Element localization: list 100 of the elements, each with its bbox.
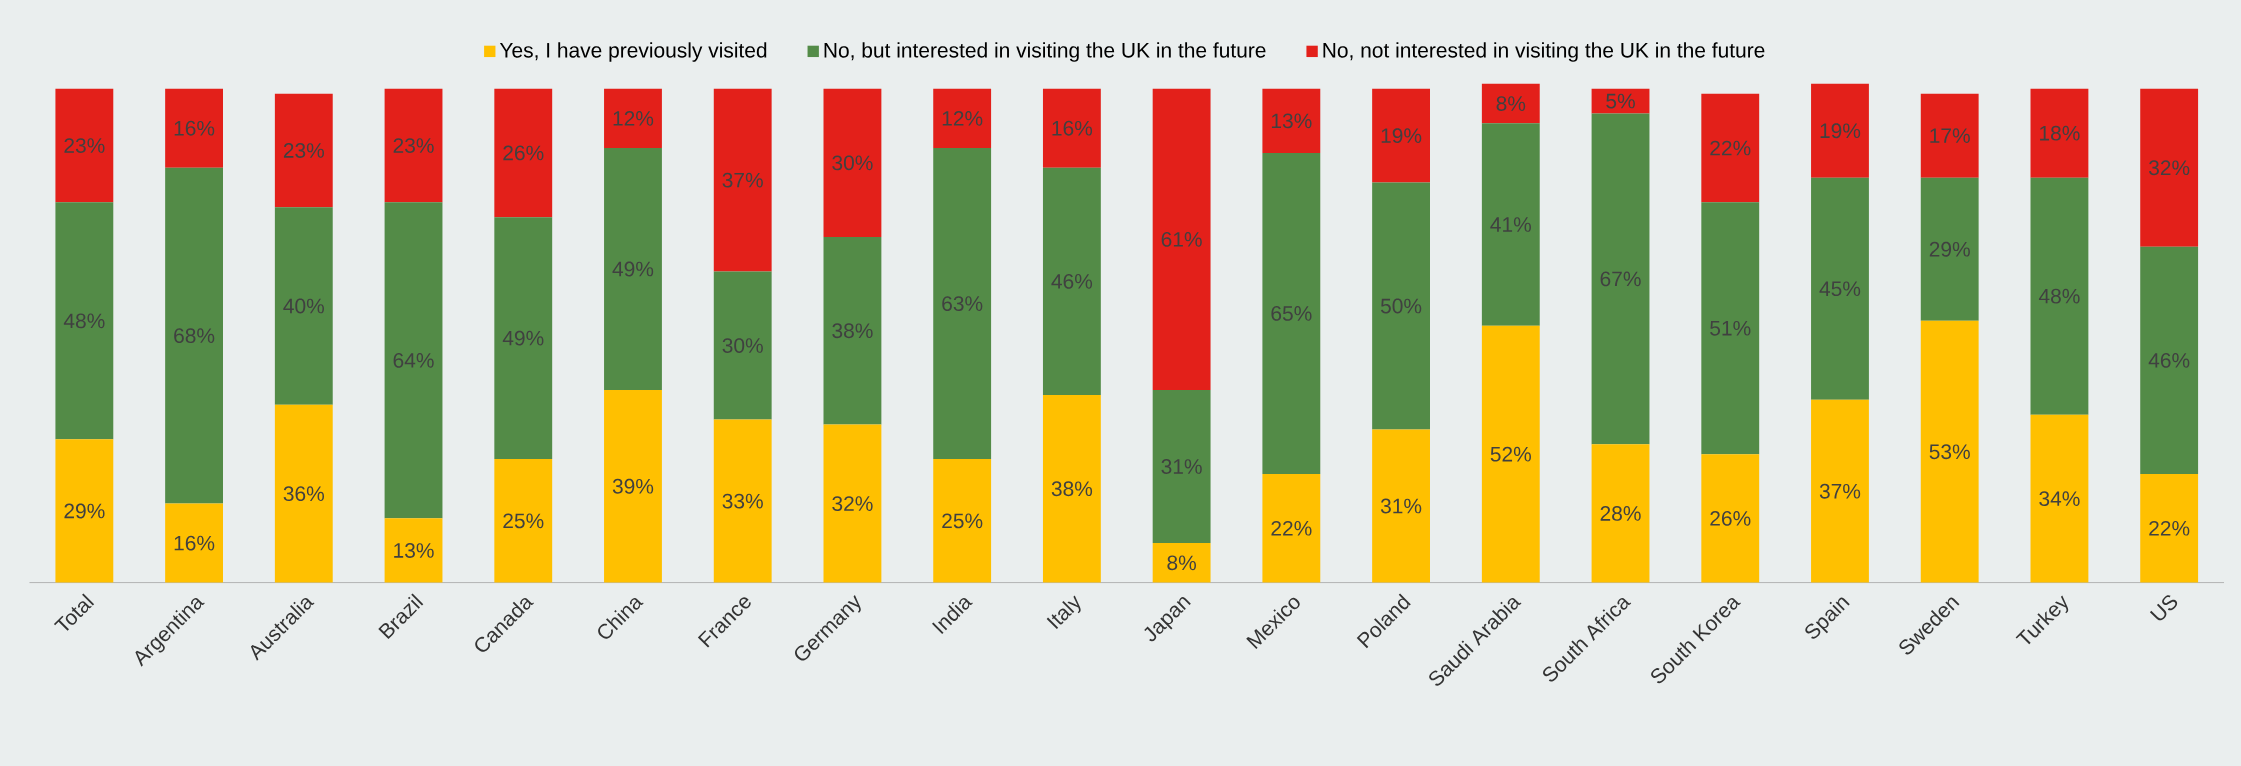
bar bbox=[1920, 93, 1979, 178]
data-label: 22% bbox=[1710, 140, 1751, 156]
data-label: 22% bbox=[1271, 520, 1312, 536]
bar bbox=[2140, 88, 2199, 247]
legend-label: No, not interested in visiting the UK in the future bbox=[1323, 42, 1765, 62]
bar bbox=[933, 459, 992, 583]
data-label: 40% bbox=[283, 298, 324, 314]
legend-label: Yes, I have previously visited bbox=[499, 42, 767, 62]
bar bbox=[1701, 454, 1760, 583]
data-label: 12% bbox=[613, 110, 654, 126]
data-label: 48% bbox=[63, 313, 105, 329]
data-label: 19% bbox=[1381, 128, 1422, 144]
data-label: 25% bbox=[503, 513, 544, 529]
bar bbox=[933, 147, 992, 460]
data-label: 23% bbox=[393, 138, 434, 153]
data-label: 16% bbox=[174, 120, 215, 136]
data-label: 32% bbox=[2148, 160, 2190, 176]
data-label: 12% bbox=[942, 110, 983, 126]
bar bbox=[1811, 399, 1869, 583]
data-label: 26% bbox=[503, 145, 544, 161]
data-label: 65% bbox=[1271, 305, 1312, 321]
bar bbox=[1372, 182, 1430, 430]
data-label: 33% bbox=[722, 493, 763, 509]
data-label: 48% bbox=[2038, 288, 2080, 304]
bar bbox=[1042, 88, 1101, 168]
data-label: 31% bbox=[1161, 459, 1202, 474]
bar bbox=[1920, 177, 1979, 321]
bar bbox=[1811, 177, 1869, 400]
bar bbox=[1481, 83, 1540, 124]
bar bbox=[384, 88, 443, 203]
data-label: 36% bbox=[283, 486, 324, 502]
data-label: 64% bbox=[393, 352, 434, 368]
data-label: 30% bbox=[832, 155, 873, 171]
bar bbox=[1372, 429, 1430, 583]
data-label: 38% bbox=[1051, 481, 1093, 497]
bar bbox=[1811, 83, 1869, 178]
data-label: 67% bbox=[1600, 271, 1641, 287]
data-label: 25% bbox=[942, 513, 983, 529]
data-label: 41% bbox=[1490, 217, 1531, 232]
bar bbox=[274, 404, 333, 583]
bar bbox=[1372, 88, 1430, 183]
bar bbox=[165, 88, 223, 168]
data-label: 32% bbox=[832, 496, 873, 511]
data-label: 49% bbox=[612, 261, 654, 277]
bar bbox=[713, 419, 772, 583]
bar bbox=[823, 236, 882, 425]
data-label: 68% bbox=[174, 328, 215, 344]
data-label: 22% bbox=[2149, 520, 2190, 536]
bar bbox=[1262, 88, 1321, 153]
data-label: 51% bbox=[1710, 320, 1751, 336]
data-label: 45% bbox=[1819, 281, 1861, 297]
data-label: 52% bbox=[1490, 446, 1531, 462]
bar bbox=[165, 167, 223, 504]
data-label: 61% bbox=[1161, 231, 1202, 247]
data-label: 17% bbox=[1930, 128, 1970, 143]
bar bbox=[55, 439, 114, 583]
bar bbox=[1152, 543, 1211, 583]
bar bbox=[823, 424, 882, 583]
bar bbox=[384, 518, 443, 583]
data-label: 23% bbox=[283, 143, 324, 158]
x-tick-label: US bbox=[2149, 595, 2178, 621]
bar bbox=[55, 202, 114, 440]
data-label: 50% bbox=[1380, 298, 1422, 314]
bar bbox=[494, 217, 553, 460]
bar bbox=[494, 459, 553, 583]
bar bbox=[933, 88, 992, 148]
bar bbox=[1591, 113, 1650, 445]
data-label: 38% bbox=[832, 323, 873, 339]
bar bbox=[1701, 202, 1760, 455]
data-label: 34% bbox=[2039, 491, 2080, 506]
data-label: 28% bbox=[1600, 505, 1641, 521]
data-label: 37% bbox=[1819, 483, 1861, 499]
data-label: 53% bbox=[1929, 444, 1970, 460]
bar bbox=[274, 93, 333, 208]
data-label: 8% bbox=[1496, 96, 1526, 111]
bar bbox=[1591, 444, 1650, 583]
bar bbox=[1262, 152, 1321, 474]
bar bbox=[1481, 325, 1540, 583]
bar bbox=[384, 202, 443, 519]
bar bbox=[1042, 167, 1101, 395]
bar bbox=[165, 503, 223, 583]
bar bbox=[1152, 389, 1211, 544]
bar bbox=[713, 271, 772, 420]
bar bbox=[494, 88, 553, 218]
data-label: 29% bbox=[64, 503, 105, 519]
bar bbox=[604, 389, 662, 583]
bar bbox=[2140, 246, 2199, 474]
data-label: 16% bbox=[174, 535, 215, 551]
data-label: 29% bbox=[1929, 241, 1970, 257]
data-label: 37% bbox=[722, 172, 763, 188]
data-label: 30% bbox=[722, 338, 763, 353]
bar bbox=[1042, 394, 1101, 583]
bar bbox=[2030, 88, 2089, 178]
data-label: 26% bbox=[1710, 510, 1751, 526]
bar bbox=[1481, 123, 1540, 326]
data-label: 39% bbox=[612, 478, 654, 494]
legend-label: No, but interested in visiting the UK in the future bbox=[824, 42, 1266, 62]
bar bbox=[274, 207, 333, 405]
data-label: 13% bbox=[1271, 113, 1312, 129]
data-label: 18% bbox=[2040, 125, 2080, 141]
